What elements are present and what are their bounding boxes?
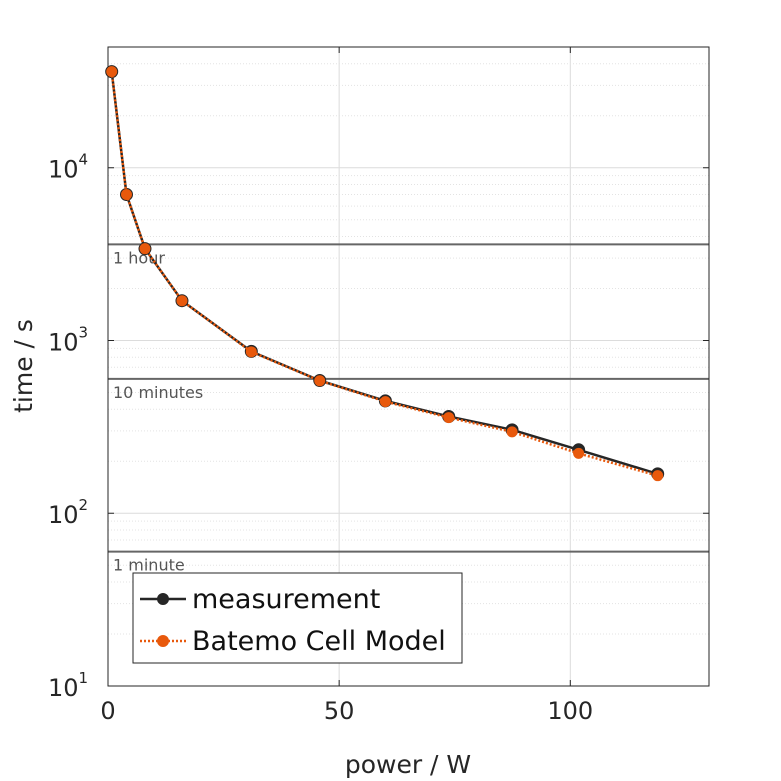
reference-line-label: 1 hour: [113, 248, 165, 267]
data-point: [379, 396, 391, 408]
data-point: [314, 375, 326, 387]
plot-frame: [107, 46, 710, 687]
data-point: [176, 295, 188, 307]
y-tick-label: 104: [48, 151, 88, 184]
legend-label-batemo: Batemo Cell Model: [192, 626, 446, 657]
data-point: [506, 426, 518, 438]
data-point: [443, 412, 455, 424]
y-tick-label: 102: [48, 496, 88, 529]
x-axis-label: power / W: [345, 750, 471, 779]
legend-marker-measurement: [157, 593, 169, 605]
y-tick-label: 103: [48, 323, 88, 356]
x-tick-label: 0: [100, 697, 115, 725]
y-tick-label: 101: [48, 669, 88, 702]
x-tick-label: 100: [547, 697, 593, 725]
data-point: [139, 243, 151, 255]
y-axis-label: time / s: [9, 319, 38, 413]
legend-label-measurement: measurement: [192, 584, 380, 615]
reference-line-label: 1 minute: [113, 556, 185, 575]
data-point: [120, 189, 132, 201]
data-point: [652, 470, 664, 482]
x-tick-label: 50: [324, 697, 355, 725]
series-1: [106, 66, 664, 482]
reference-line-label: 10 minutes: [113, 383, 203, 402]
reference-lines: 1 hour 10 minutes 1 minute: [108, 243, 709, 575]
legend-marker-batemo: [157, 635, 169, 647]
series-group: [105, 65, 665, 482]
axis-ticks: 0 50 100 101 102 103 104: [48, 47, 709, 725]
legend-box: [132, 572, 463, 664]
data-point: [106, 66, 118, 78]
legend: measurement Batemo Cell Model: [132, 572, 463, 664]
data-point: [573, 447, 585, 459]
data-point: [245, 346, 257, 358]
